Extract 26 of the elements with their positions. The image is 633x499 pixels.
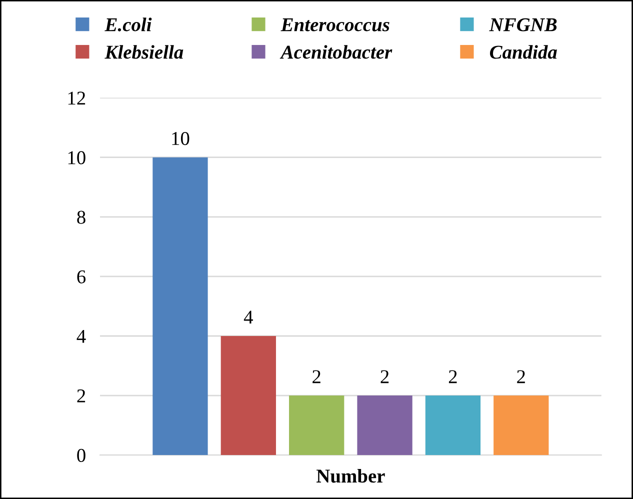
data-label: 4 (244, 310, 253, 324)
bar (425, 396, 481, 456)
y-tick-label: 2 (77, 389, 86, 402)
x-tick-label: Number (316, 468, 385, 483)
bar (289, 396, 344, 456)
legend-label: E.coli (104, 18, 152, 32)
bar (357, 396, 412, 456)
legend-label: Enterococcus (280, 18, 390, 32)
data-label: 2 (380, 370, 389, 384)
y-tick-label: 12 (68, 92, 86, 105)
bar (494, 396, 549, 456)
data-label: 2 (517, 370, 525, 384)
data-label: 2 (448, 370, 457, 384)
legend-label: NFGNB (489, 18, 557, 32)
data-label: 10 (172, 132, 190, 146)
legend-label: Candida (490, 45, 557, 59)
y-tick-label: 6 (77, 270, 86, 284)
y-tick-label: 8 (77, 210, 86, 224)
y-tick-label: 0 (77, 448, 86, 462)
legend-label: Klebsiella (104, 45, 184, 59)
y-tick-label: 10 (68, 151, 86, 164)
legend-label: Acenitobacter (280, 45, 392, 59)
bar (220, 336, 276, 456)
data-label: 2 (312, 370, 320, 384)
bar (152, 157, 208, 456)
y-tick-label: 4 (76, 330, 86, 343)
